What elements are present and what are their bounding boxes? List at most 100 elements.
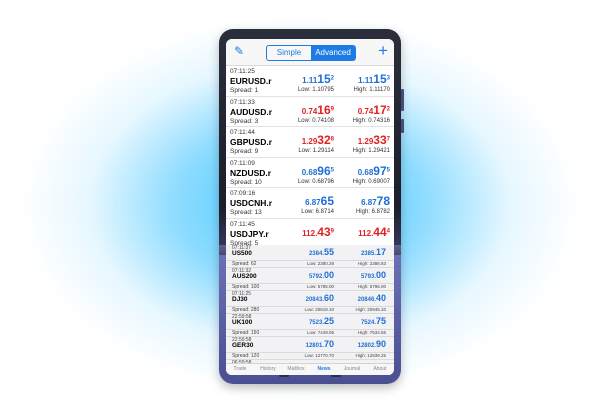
ask-price: 1.29337 <box>357 133 390 147</box>
low-price: Low: 12770.70 <box>304 352 334 358</box>
index-quote-row[interactable]: 22:59:58 GER30 12801.70 12802.90 <box>226 337 394 353</box>
low-price: Low: 20818.10 <box>304 306 334 312</box>
quote-row[interactable]: 07:09:16 USDCNH.r Spread: 13 6.8765 6.87… <box>226 188 394 219</box>
bid-price: 1.11152 <box>302 72 334 86</box>
quote-row[interactable]: 07:11:25 EURUSD.r Spread: 1 1.11152 1.11… <box>226 66 394 97</box>
index-quote-row[interactable]: 07:11:25 DJ30 20843.60 20846.40 <box>226 291 394 307</box>
index-quote-detail: Spread: 100 Low: 5785.00 High: 5796.00 <box>226 283 394 291</box>
quote-symbol: USDCNH.r <box>230 198 273 208</box>
quote-spread: Spread: 62 <box>232 260 257 267</box>
high-price: High: 2386.83 <box>357 260 386 266</box>
quote-time: 07:11:33 <box>230 98 255 106</box>
speaker-grill-right <box>331 374 341 377</box>
low-price: Low: 5785.00 <box>306 283 334 289</box>
index-quote-detail: Spread: 150 Low: 7449.05 High: 7534.55 <box>226 329 394 337</box>
quote-symbol: AUS200 <box>232 273 257 280</box>
quote-row[interactable]: 07:11:44 GBPUSD.r Spread: 9 1.29328 1.29… <box>226 127 394 158</box>
quote-symbol: GBPUSD.r <box>230 137 273 147</box>
index-quote-detail: Spread: 120 Low: 12770.70 High: 12839.25 <box>226 352 394 360</box>
quote-time: 07:11:25 <box>232 291 252 297</box>
index-quote-row[interactable]: 07:11:32 AUS200 5792.00 5793.00 <box>226 268 394 284</box>
index-quote-detail: Spread: 280 Low: 20818.10 High: 20945.10 <box>226 306 394 314</box>
quote-time: 07:11:09 <box>230 159 255 167</box>
quote-symbol: EURUSD.r <box>230 76 272 86</box>
bid-price: 112.439 <box>302 224 334 239</box>
quote-symbol: US500 <box>232 250 252 257</box>
quote-spread: Spread: 150 <box>232 329 260 336</box>
ask-price: 2385.17 <box>360 247 386 257</box>
quote-symbol: UK100 <box>232 319 253 326</box>
high-price: High: 7534.55 <box>357 329 386 335</box>
quote-time: 22:59:58 <box>232 337 252 343</box>
high-price: High: 5796.00 <box>357 283 386 289</box>
high-price: High: 0.74316 <box>352 117 390 124</box>
low-price: Low: 1.10795 <box>297 87 334 93</box>
index-quote-list: 07:11:37 US500 2384.55 2385.17 Spread: 62… <box>226 245 394 375</box>
bid-price: 7523.25 <box>308 316 334 326</box>
segment-advanced[interactable]: Advanced <box>311 46 355 60</box>
tab-mailbox[interactable]: Mailbox <box>287 366 305 372</box>
low-price: Low: 1.29114 <box>298 148 334 154</box>
high-price: High: 0.69007 <box>352 178 390 185</box>
low-price: Low: 6.8714 <box>301 209 334 215</box>
quote-spread: Spread: 9 <box>230 148 259 155</box>
quote-spread: Spread: 100 <box>232 283 260 290</box>
quote-symbol: GER30 <box>232 342 254 349</box>
quote-symbol: USDJPY.r <box>230 228 269 239</box>
plus-icon[interactable]: + <box>378 41 388 60</box>
tab-trade[interactable]: Trade <box>233 366 247 372</box>
quote-row[interactable]: 07:11:09 NZDUSD.r Spread: 10 0.68965 0.6… <box>226 158 394 188</box>
bid-price: 12801.70 <box>305 339 334 349</box>
high-price: High: 20945.10 <box>355 306 386 312</box>
phone-screen: ✎ Simple Advanced + 07:11:25 EURUSD.r Sp… <box>226 39 394 375</box>
ask-price: 7524.75 <box>360 316 386 326</box>
bid-price: 2384.55 <box>308 247 334 257</box>
high-price: High: 1.29421 <box>352 148 390 154</box>
tab-about[interactable]: About <box>373 366 387 372</box>
low-price: Low: 7449.05 <box>306 329 334 335</box>
index-quote-row[interactable]: 22:59:58 UK100 7523.25 7524.75 <box>226 314 394 330</box>
ask-price: 0.68975 <box>357 163 390 178</box>
bid-price: 0.74169 <box>301 102 334 117</box>
quote-list: 07:11:25 EURUSD.r Spread: 1 1.11152 1.11… <box>226 66 394 249</box>
quote-spread: Spread: 13 <box>230 209 262 216</box>
quote-row[interactable]: 07:11:33 AUDUSD.r Spread: 3 0.74169 0.74… <box>226 97 394 127</box>
low-price: Low: 0.74108 <box>297 117 334 124</box>
tab-history[interactable]: History <box>260 366 276 372</box>
quote-spread: Spread: 280 <box>232 306 260 313</box>
quote-time: 07:11:37 <box>232 245 252 251</box>
ask-price: 12802.90 <box>357 339 386 349</box>
bid-price: 1.29328 <box>301 133 334 147</box>
segment-simple[interactable]: Simple <box>276 48 302 57</box>
lower-screen: 07:11:37 US500 2384.55 2385.17 Spread: 62… <box>226 245 394 375</box>
ask-price: 112.444 <box>358 224 390 239</box>
high-price: High: 6.8782 <box>355 209 390 215</box>
bid-price: 5792.00 <box>308 270 334 280</box>
bottom-tab-bar: Trade History Mailbox News Journal About <box>226 363 394 375</box>
quote-symbol: DJ30 <box>232 296 248 303</box>
phone-device: ✎ Simple Advanced + 07:11:25 EURUSD.r Sp… <box>219 29 404 384</box>
low-price: Low: 2380.28 <box>306 260 334 266</box>
quote-spread: Spread: 5 <box>230 239 259 247</box>
high-price: High: 12839.25 <box>355 352 386 358</box>
quote-spread: Spread: 10 <box>230 178 262 186</box>
ask-price: 0.74172 <box>357 102 390 117</box>
ask-price: 5793.00 <box>360 270 386 280</box>
bid-price: 0.68965 <box>301 163 334 178</box>
quote-symbol: NZDUSD.r <box>230 167 272 178</box>
bid-price: 6.8765 <box>305 194 334 208</box>
quote-time: 07:09:16 <box>230 190 256 197</box>
tab-journal[interactable]: Journal <box>343 366 361 372</box>
quote-time: 07:11:25 <box>230 68 255 75</box>
low-price: Low: 0.68796 <box>297 178 334 185</box>
quote-time: 22:59:58 <box>232 314 252 320</box>
index-quote-detail: Spread: 62 Low: 2380.28 High: 2386.83 <box>226 260 394 268</box>
tab-news[interactable]: News <box>317 366 331 372</box>
index-quote-row[interactable]: 07:11:37 US500 2384.55 2385.17 <box>226 245 394 261</box>
high-price: High: 1.11170 <box>353 87 390 93</box>
view-mode-segmented-control: Simple Advanced <box>266 45 356 61</box>
pencil-icon[interactable]: ✎ <box>234 44 245 58</box>
quote-time: 07:11:32 <box>232 268 252 274</box>
quote-time: 07:11:45 <box>230 220 255 228</box>
quote-spread: Spread: 3 <box>230 117 259 125</box>
